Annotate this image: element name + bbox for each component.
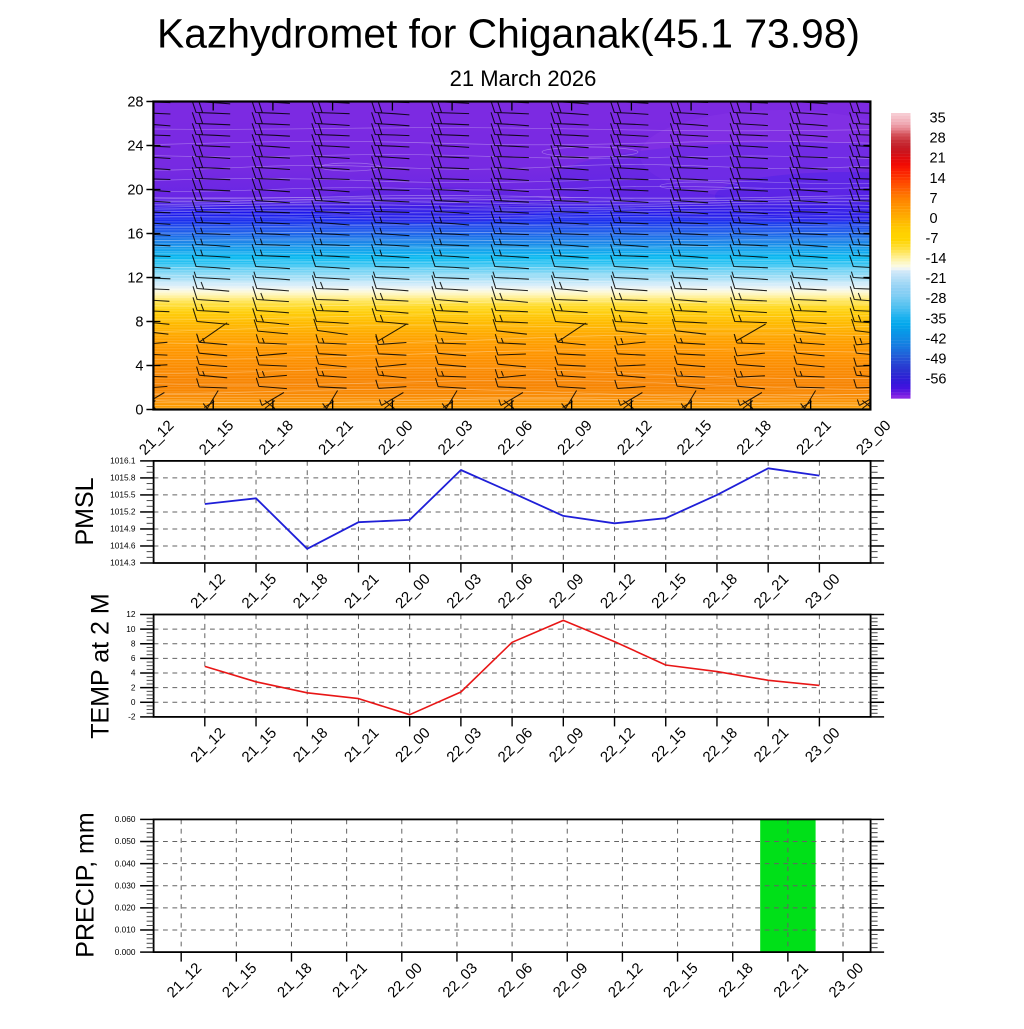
svg-text:12: 12 — [127, 271, 143, 287]
svg-text:10: 10 — [126, 624, 136, 634]
svg-text:7: 7 — [930, 191, 938, 207]
svg-text:1016.1: 1016.1 — [110, 456, 136, 466]
svg-text:0: 0 — [135, 403, 143, 419]
svg-text:6: 6 — [131, 653, 136, 663]
svg-text:0.000: 0.000 — [115, 947, 136, 957]
svg-text:28: 28 — [127, 95, 143, 111]
svg-text:1014.6: 1014.6 — [110, 541, 136, 551]
svg-text:-7: -7 — [926, 231, 939, 247]
svg-text:-14: -14 — [926, 251, 947, 267]
svg-text:0.020: 0.020 — [115, 903, 136, 913]
svg-text:PMSL: PMSL — [71, 477, 99, 545]
svg-text:-21: -21 — [926, 271, 947, 287]
svg-text:1015.2: 1015.2 — [110, 507, 136, 517]
svg-text:Kazhydromet for Chiganak(45.1: Kazhydromet for Chiganak(45.1 73.98) — [157, 10, 860, 56]
svg-text:1015.5: 1015.5 — [110, 490, 136, 500]
svg-text:8: 8 — [135, 315, 143, 331]
svg-text:-28: -28 — [926, 291, 947, 307]
svg-text:-56: -56 — [926, 372, 947, 388]
svg-text:16: 16 — [127, 227, 143, 243]
svg-text:-35: -35 — [926, 311, 947, 327]
svg-text:0.060: 0.060 — [115, 814, 136, 824]
svg-text:8: 8 — [131, 638, 136, 648]
svg-text:-42: -42 — [926, 331, 947, 347]
svg-text:24: 24 — [127, 139, 143, 155]
svg-text:28: 28 — [930, 131, 946, 147]
svg-text:PRECIP, mm: PRECIP, mm — [72, 812, 100, 957]
svg-text:0.010: 0.010 — [115, 925, 136, 935]
svg-text:1015.8: 1015.8 — [110, 473, 136, 483]
svg-text:12: 12 — [126, 609, 136, 619]
svg-text:20: 20 — [127, 183, 143, 199]
svg-text:21: 21 — [930, 151, 946, 167]
svg-text:2: 2 — [131, 682, 136, 692]
svg-text:4: 4 — [135, 359, 143, 375]
svg-text:0.050: 0.050 — [115, 836, 136, 846]
svg-text:TEMP at 2 M: TEMP at 2 M — [87, 593, 115, 738]
svg-text:1014.3: 1014.3 — [110, 558, 136, 568]
svg-text:14: 14 — [930, 171, 946, 187]
svg-text:0.040: 0.040 — [115, 858, 136, 868]
svg-text:0: 0 — [930, 211, 938, 227]
svg-text:-2: -2 — [128, 712, 136, 722]
svg-text:35: 35 — [930, 111, 946, 127]
svg-text:21 March 2026: 21 March 2026 — [450, 66, 597, 91]
svg-text:0.030: 0.030 — [115, 880, 136, 890]
svg-text:4: 4 — [131, 668, 136, 678]
svg-text:0: 0 — [131, 697, 136, 707]
svg-text:1014.9: 1014.9 — [110, 524, 136, 534]
svg-text:-49: -49 — [926, 351, 947, 367]
